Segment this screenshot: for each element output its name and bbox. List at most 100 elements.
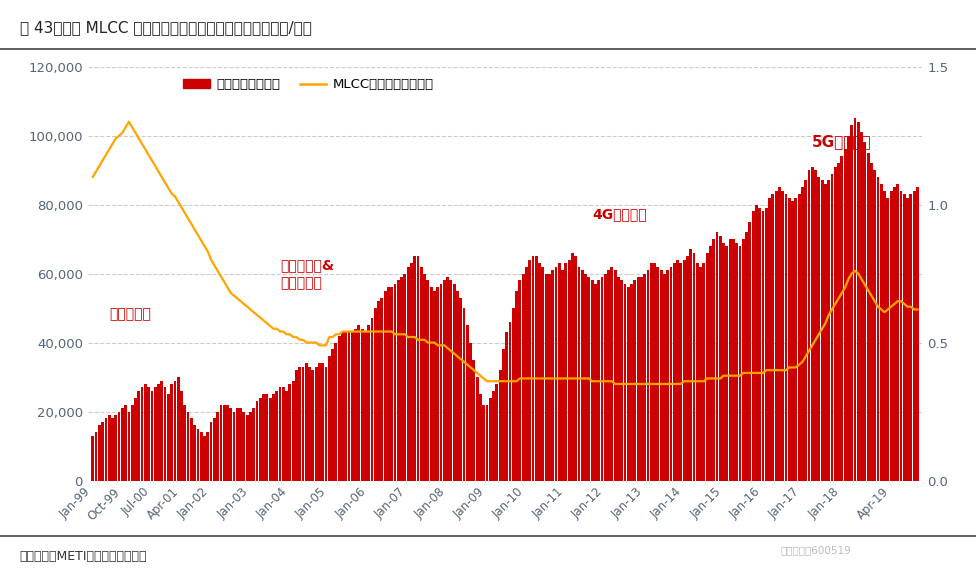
Bar (617, 277, 620, 481)
Bar (190, 419, 192, 481)
Bar (660, 270, 663, 481)
Bar (657, 267, 659, 481)
Bar (460, 298, 462, 481)
Bar (124, 405, 127, 481)
Bar (742, 239, 745, 481)
Bar (893, 188, 896, 481)
Bar (549, 274, 550, 481)
Bar (210, 422, 213, 481)
Bar (263, 394, 265, 481)
Bar (792, 201, 793, 481)
Bar (814, 170, 817, 481)
Bar (775, 191, 778, 481)
Bar (492, 391, 495, 481)
Bar (217, 412, 219, 481)
Bar (636, 277, 639, 481)
Bar (876, 177, 879, 481)
Bar (414, 256, 416, 481)
Bar (377, 301, 380, 481)
Bar (797, 194, 800, 481)
Bar (545, 274, 548, 481)
Bar (870, 163, 873, 481)
Text: 4G智能手机: 4G智能手机 (592, 207, 647, 221)
Bar (321, 363, 324, 481)
Bar (275, 391, 278, 481)
Bar (213, 419, 216, 481)
Bar (439, 284, 442, 481)
Bar (433, 291, 436, 481)
Bar (850, 125, 853, 481)
Bar (824, 184, 827, 481)
Bar (564, 263, 567, 481)
Text: 图 43：日本 MLCC 生产数量与单价（单位：百万颗；日元/颗）: 图 43：日本 MLCC 生产数量与单价（单位：百万颗；日元/颗） (20, 20, 311, 35)
Bar (489, 398, 492, 481)
Bar (203, 436, 206, 481)
Bar (154, 387, 156, 481)
Bar (305, 363, 307, 481)
Text: 一全网书房600519: 一全网书房600519 (781, 545, 851, 555)
Bar (403, 274, 406, 481)
Bar (538, 263, 541, 481)
Bar (518, 280, 521, 481)
Bar (683, 260, 685, 481)
Bar (696, 263, 699, 481)
Bar (427, 280, 429, 481)
Bar (712, 239, 715, 481)
Bar (424, 274, 426, 481)
Bar (768, 197, 771, 481)
Bar (223, 405, 225, 481)
Bar (633, 280, 636, 481)
Bar (719, 236, 721, 481)
Legend: 月生产量（左轴）, MLCC平均单价（右轴）: 月生产量（左轴）, MLCC平均单价（右轴） (178, 73, 439, 97)
Bar (532, 256, 535, 481)
Bar (778, 188, 781, 481)
Bar (381, 298, 384, 481)
Bar (640, 277, 643, 481)
Bar (900, 191, 903, 481)
Bar (164, 387, 167, 481)
Bar (456, 291, 459, 481)
Bar (183, 405, 186, 481)
Bar (785, 194, 788, 481)
Bar (436, 287, 439, 481)
Bar (367, 325, 370, 481)
Bar (643, 274, 646, 481)
Bar (604, 274, 607, 481)
Bar (259, 398, 262, 481)
Bar (831, 174, 834, 481)
Bar (761, 211, 764, 481)
Bar (285, 391, 288, 481)
Bar (597, 280, 600, 481)
Bar (821, 181, 824, 481)
Bar (128, 412, 131, 481)
Bar (453, 284, 456, 481)
Bar (131, 405, 134, 481)
Bar (585, 274, 587, 481)
Bar (446, 277, 449, 481)
Bar (114, 415, 117, 481)
Bar (535, 256, 538, 481)
Bar (246, 415, 249, 481)
Bar (735, 243, 738, 481)
Bar (663, 274, 666, 481)
Bar (653, 263, 656, 481)
Bar (699, 267, 702, 481)
Bar (193, 426, 196, 481)
Bar (295, 370, 298, 481)
Bar (466, 325, 468, 481)
Bar (102, 422, 104, 481)
Bar (157, 384, 160, 481)
Bar (95, 433, 98, 481)
Bar (104, 419, 107, 481)
Bar (121, 408, 124, 481)
Text: 5G智能手机: 5G智能手机 (812, 134, 872, 149)
Bar (141, 387, 143, 481)
Bar (765, 208, 768, 481)
Bar (542, 267, 545, 481)
Bar (630, 284, 633, 481)
Bar (499, 370, 502, 481)
Bar (739, 246, 742, 481)
Bar (249, 412, 252, 481)
Bar (232, 412, 235, 481)
Bar (387, 287, 389, 481)
